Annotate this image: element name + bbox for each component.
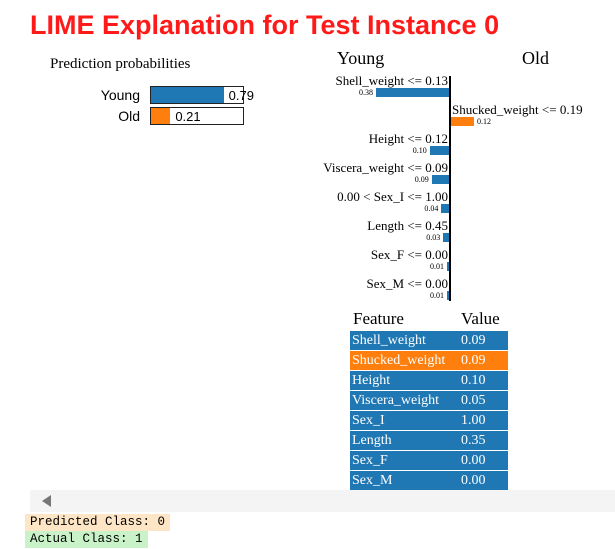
predicted-class-output: Predicted Class: 0 — [25, 514, 171, 531]
table-row: Height 0.10 — [350, 370, 508, 390]
table-row: Length 0.35 — [350, 430, 508, 450]
feature-weight-value: 0.38 — [359, 88, 373, 97]
feature-label: Length <= 0.45 — [367, 218, 448, 233]
feature-weight-bar — [451, 117, 475, 126]
feature-weight-bar — [443, 233, 449, 242]
feature-weight-value: 0.09 — [414, 175, 429, 184]
feature-weight-bar — [429, 146, 449, 155]
table-cell-value: 0.09 — [461, 333, 486, 348]
feature-label: Shell_weight <= 0.13 — [335, 73, 448, 88]
table-row: Sex_F 0.00 — [350, 450, 508, 470]
class-label-old: Old — [522, 48, 549, 68]
probability-class-label: Old — [118, 108, 140, 124]
table-row: Viscera_weight 0.05 — [350, 390, 508, 410]
class-label-young: Young — [337, 48, 385, 68]
feature-weight-value: 0.03 — [426, 233, 441, 242]
table-cell-feature: Sex_I — [352, 413, 385, 428]
horizontal-scrollbar[interactable] — [30, 490, 615, 512]
feature-label: Sex_F <= 0.00 — [370, 247, 448, 262]
feature-label: Shucked_weight <= 0.19 — [452, 102, 583, 117]
table-cell-feature: Viscera_weight — [352, 393, 440, 408]
table-cell-feature: Shell_weight — [352, 333, 426, 348]
feature-weight-bar — [376, 88, 449, 97]
table-header: Feature Value — [350, 309, 508, 330]
table-cell-value: 0.10 — [461, 373, 486, 388]
feature-weight-bar — [441, 204, 449, 213]
feature-label: Viscera_weight <= 0.09 — [323, 160, 448, 175]
feature-weight-bar — [447, 291, 449, 300]
table-cell-feature: Shucked_weight — [352, 353, 446, 368]
table-header-feature: Feature — [353, 309, 404, 328]
probability-class-label: Young — [100, 87, 140, 103]
feature-weight-value: 0.01 — [430, 262, 444, 271]
table-cell-value: 0.05 — [461, 393, 486, 408]
table-cell-value: 1.00 — [461, 413, 486, 428]
probability-bar-fill — [151, 108, 171, 124]
table-row: Sex_M 0.00 — [350, 470, 508, 490]
feature-label: Sex_M <= 0.00 — [366, 276, 448, 291]
explanation-title: LIME Explanation for Test Instance 0 — [30, 10, 500, 40]
probability-bar-fill — [151, 87, 224, 103]
table-row: Shucked_weight 0.09 — [350, 350, 508, 370]
table-row: Sex_I 1.00 — [350, 410, 508, 430]
probability-bar-frame: 0.21 — [150, 107, 244, 125]
feature-value-table: Feature Value Shell_weight 0.09 Shucked_we… — [350, 309, 508, 490]
table-cell-value: 0.09 — [461, 353, 486, 368]
table-row: Shell_weight 0.09 — [350, 330, 508, 350]
scroll-left-arrow-icon[interactable] — [42, 495, 51, 507]
table-cell-value: 0.00 — [461, 473, 486, 488]
probability-bar-frame: 0.79 — [150, 86, 254, 104]
feature-label: Height <= 0.12 — [368, 131, 448, 146]
feature-weight-value: 0.12 — [477, 117, 492, 126]
table-cell-value: 0.35 — [461, 433, 486, 448]
actual-class-output: Actual Class: 1 — [25, 531, 148, 548]
table-cell-feature: Height — [352, 373, 391, 388]
feature-label: 0.00 < Sex_I <= 1.00 — [337, 189, 448, 204]
probability-value: 0.21 — [175, 109, 201, 124]
table-cell-value: 0.00 — [461, 453, 486, 468]
table-cell-feature: Length — [352, 433, 392, 448]
feature-weight-value: 0.04 — [424, 204, 439, 213]
table-cell-feature: Sex_F — [352, 453, 388, 468]
table-cell-feature: Sex_M — [352, 473, 393, 488]
prediction-probabilities-heading: Prediction probabilities — [50, 56, 191, 72]
feature-weight-bar — [431, 175, 449, 184]
explanation-axis — [449, 76, 451, 301]
table-header-value: Value — [461, 309, 500, 328]
feature-weight-value: 0.10 — [412, 146, 427, 155]
feature-weight-value: 0.01 — [430, 291, 444, 300]
feature-weight-bar — [447, 262, 449, 271]
probability-value: 0.79 — [228, 88, 254, 103]
